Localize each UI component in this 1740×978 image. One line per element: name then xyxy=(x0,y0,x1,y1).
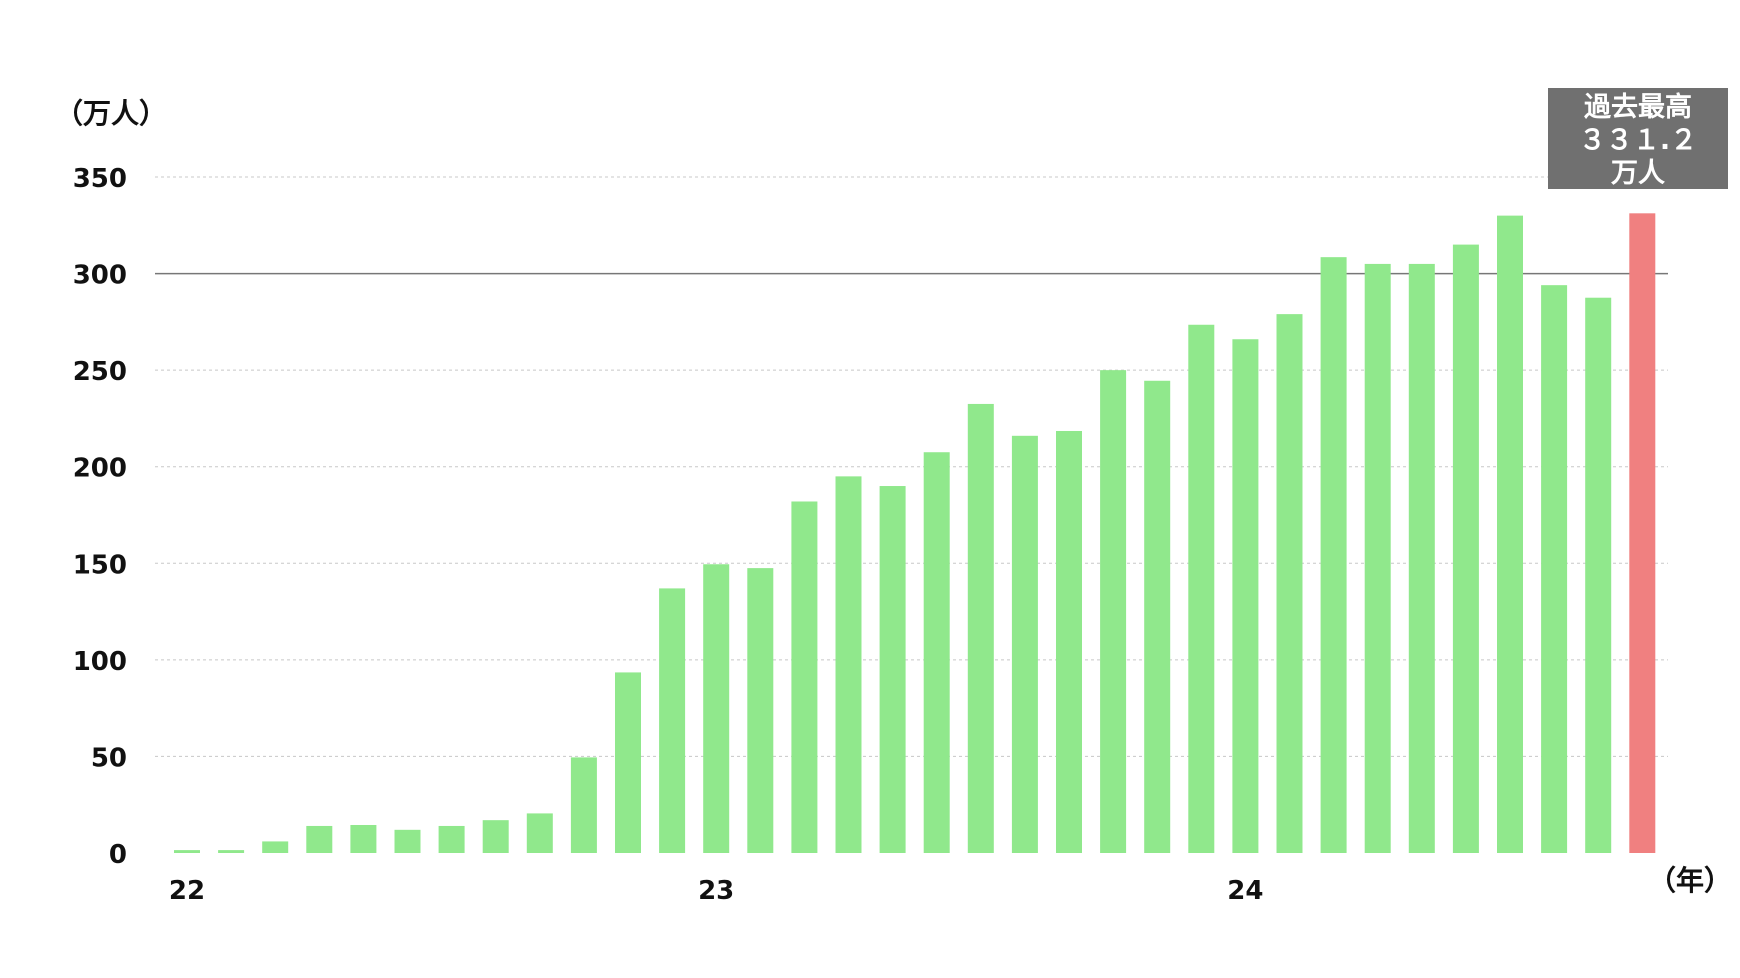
x-axis-ticks: 22 23 24 xyxy=(169,876,1264,906)
callout-line3: 万人 xyxy=(1611,158,1665,189)
bar xyxy=(1585,297,1612,853)
y-tick-label: 150 xyxy=(73,550,127,580)
bar xyxy=(1232,339,1259,853)
bar xyxy=(262,841,289,853)
y-tick-label: 200 xyxy=(73,454,127,484)
callout-line2: ３３１.２ xyxy=(1579,125,1697,156)
bar xyxy=(703,564,730,853)
y-axis-ticks: 0 50 100 150 200 250 300 350 xyxy=(73,164,127,870)
bar-record-high xyxy=(1629,213,1656,853)
y-tick-label: 350 xyxy=(73,164,127,194)
bar xyxy=(306,825,333,853)
callout-line1: 過去最高 xyxy=(1584,91,1692,123)
bars xyxy=(174,213,1656,854)
bar xyxy=(1144,380,1171,853)
bar xyxy=(526,813,553,853)
bar xyxy=(1188,324,1215,853)
bar xyxy=(835,476,862,853)
bar xyxy=(1408,263,1435,853)
y-tick-label: 300 xyxy=(73,261,127,291)
bar xyxy=(1364,263,1391,853)
bar xyxy=(218,850,245,853)
bar xyxy=(394,829,421,853)
record-callout: 過去最高 ３３１.２ 万人 xyxy=(1548,88,1728,189)
callout-box xyxy=(1548,88,1728,189)
bar xyxy=(1452,244,1479,854)
bar xyxy=(1497,215,1523,854)
bar xyxy=(1056,430,1082,853)
bar xyxy=(791,501,818,853)
y-unit-label: （万人） xyxy=(55,97,167,130)
y-tick-label: 250 xyxy=(73,357,127,387)
bar xyxy=(747,568,774,853)
bar xyxy=(967,403,994,853)
bar xyxy=(1541,285,1568,853)
bar xyxy=(923,452,950,853)
y-tick-label: 50 xyxy=(91,743,127,773)
bar xyxy=(570,757,597,853)
gridlines xyxy=(155,176,1668,757)
x-tick-label: 23 xyxy=(698,876,734,906)
bar xyxy=(659,588,686,853)
y-tick-label: 100 xyxy=(73,647,127,677)
x-unit-label: （年） xyxy=(1648,864,1732,897)
y-tick-label: 0 xyxy=(109,840,127,870)
bar xyxy=(879,486,906,853)
bar xyxy=(174,850,200,853)
bar xyxy=(1276,314,1303,853)
bar xyxy=(350,824,377,853)
bar xyxy=(1100,370,1127,853)
bar xyxy=(1320,257,1347,853)
x-tick-label: 22 xyxy=(169,876,205,906)
bar xyxy=(615,672,641,853)
bar xyxy=(1011,435,1038,853)
bar xyxy=(482,820,509,853)
x-tick-label: 24 xyxy=(1227,876,1263,906)
bar xyxy=(438,825,465,853)
